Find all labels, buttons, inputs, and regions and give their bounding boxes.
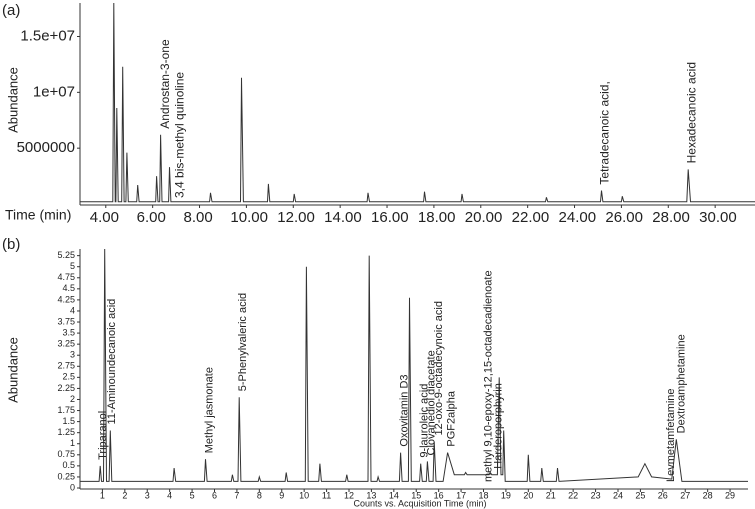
x-axis-title: Time (min) xyxy=(5,207,71,223)
x-tick-label: 6 xyxy=(212,490,217,500)
x-tick-label: 3 xyxy=(145,490,150,500)
x-tick-label: 1 xyxy=(100,490,105,500)
chromatogram-line xyxy=(80,248,748,482)
peak-annotation: 12-oxo-9-octadecynoic acid xyxy=(433,301,445,436)
y-tick-label: 0.5 xyxy=(62,460,75,470)
y-tick-label: 1 xyxy=(70,438,75,448)
peak-annotation: Harderoporphyrin xyxy=(493,383,505,469)
x-tick-label: 4.00 xyxy=(90,209,119,226)
y-tick-label: 2 xyxy=(70,394,75,404)
x-tick-label: 28.00 xyxy=(652,209,690,226)
y-axis-title: Abundance xyxy=(5,337,20,403)
x-tick-label: 7 xyxy=(234,490,239,500)
x-tick-label: 27 xyxy=(680,490,690,500)
x-tick-label: 16.00 xyxy=(371,209,409,226)
x-tick-label: 9 xyxy=(279,490,284,500)
x-tick-label: 19 xyxy=(501,490,511,500)
x-tick-label: 21 xyxy=(546,490,556,500)
x-tick-label: 22.00 xyxy=(512,209,550,226)
x-tick-label: 11 xyxy=(322,490,331,500)
y-tick-label: 3.75 xyxy=(57,316,75,326)
y-tick-label: 1e+07 xyxy=(33,83,75,100)
x-tick-label: 20.00 xyxy=(465,209,503,226)
x-tick-label: 26.00 xyxy=(605,209,643,226)
peak-annotation: Tetradecanoic acid, xyxy=(598,81,612,184)
x-tick-label: 4 xyxy=(167,490,172,500)
y-tick-label: 4.5 xyxy=(62,283,75,293)
y-tick-label: 3 xyxy=(70,350,75,360)
y-tick-label: 0 xyxy=(70,482,75,492)
x-tick-label: 2 xyxy=(122,490,127,500)
x-tick-label: 24 xyxy=(613,490,623,500)
peak-annotation: PGF2alpha xyxy=(446,390,458,447)
y-axis-title: Abundance xyxy=(5,67,20,133)
y-tick-label: 1.5e+07 xyxy=(20,27,75,44)
panel-label: (b) xyxy=(2,236,20,253)
peak-annotation: Dextroamphetamine xyxy=(675,334,687,433)
peak-annotation: 5-Phenylvaleric acid xyxy=(237,293,249,391)
x-tick-label: 30.00 xyxy=(699,209,737,226)
y-tick-label: 1.25 xyxy=(57,427,75,437)
x-tick-label: 25 xyxy=(635,490,645,500)
y-tick-label: 2.25 xyxy=(57,383,75,393)
x-tick-label: 17 xyxy=(456,490,466,500)
x-tick-label: 22 xyxy=(568,490,578,500)
x-tick-label: 29 xyxy=(725,490,735,500)
peak-annotation: 11-Aminoundecanoic acid xyxy=(106,299,118,425)
x-tick-label: 10 xyxy=(299,490,309,500)
peak-annotation: methyl 9,10-epoxy-12,15-octadecadienoate xyxy=(483,270,495,482)
x-tick-label: 14 xyxy=(389,490,399,500)
chromatogram-line xyxy=(80,2,755,203)
peak-annotation: Methyl jasmonate xyxy=(203,367,215,453)
x-tick-label: 12 xyxy=(344,490,354,500)
y-tick-label: 5 xyxy=(70,261,75,271)
x-tick-label: 15 xyxy=(411,490,421,500)
x-tick-label: 8 xyxy=(257,490,262,500)
x-tick-label: 12.00 xyxy=(277,209,315,226)
y-tick-label: 3.5 xyxy=(62,327,75,337)
x-tick-label: 18 xyxy=(478,490,488,500)
x-tick-label: 10.00 xyxy=(230,209,268,226)
x-tick-label: 13 xyxy=(366,490,376,500)
x-tick-label: 26 xyxy=(658,490,668,500)
x-tick-label: 18.00 xyxy=(418,209,456,226)
x-tick-label: 20 xyxy=(523,490,533,500)
peak-annotation: 9-lauroleic acid xyxy=(419,384,431,458)
y-tick-label: 5.25 xyxy=(57,250,75,260)
peak-annotation: Hexadecanoic acid xyxy=(684,62,698,163)
y-tick-label: 3.25 xyxy=(57,339,75,349)
y-tick-label: 4 xyxy=(70,305,75,315)
x-axis-title: Counts vs. Acquisition Time (min) xyxy=(353,498,486,508)
panel-label: (a) xyxy=(2,2,20,19)
peak-annotation: 3,4 bis-methyl quinoline xyxy=(172,72,186,198)
y-tick-label: 1.5 xyxy=(62,416,75,426)
peak-annotation: Androstan-3-one xyxy=(158,39,172,129)
x-tick-label: 8.00 xyxy=(184,209,213,226)
peak-annotation: Levmetamfetamine xyxy=(665,388,677,482)
y-tick-label: 2.5 xyxy=(62,372,75,382)
peak-annotation: Triparanol xyxy=(97,411,109,460)
x-tick-label: 24.00 xyxy=(559,209,597,226)
y-tick-label: 0.25 xyxy=(57,471,75,481)
y-tick-label: 4.25 xyxy=(57,294,75,304)
peak-annotation: Oxovitamin D3 xyxy=(398,374,410,446)
x-tick-label: 16 xyxy=(434,490,444,500)
y-tick-label: 2.75 xyxy=(57,361,75,371)
x-tick-label: 6.00 xyxy=(137,209,166,226)
x-tick-label: 28 xyxy=(703,490,713,500)
y-tick-label: 1.75 xyxy=(57,405,75,415)
peak-annotation: Clovanediol diacetate xyxy=(425,350,437,455)
x-tick-label: 5 xyxy=(190,490,195,500)
x-tick-label: 14.00 xyxy=(324,209,362,226)
y-tick-label: 5000000 xyxy=(17,139,75,156)
y-tick-label: 0.75 xyxy=(57,449,75,459)
y-tick-label: 4.75 xyxy=(57,272,75,282)
x-tick-label: 23 xyxy=(591,490,601,500)
